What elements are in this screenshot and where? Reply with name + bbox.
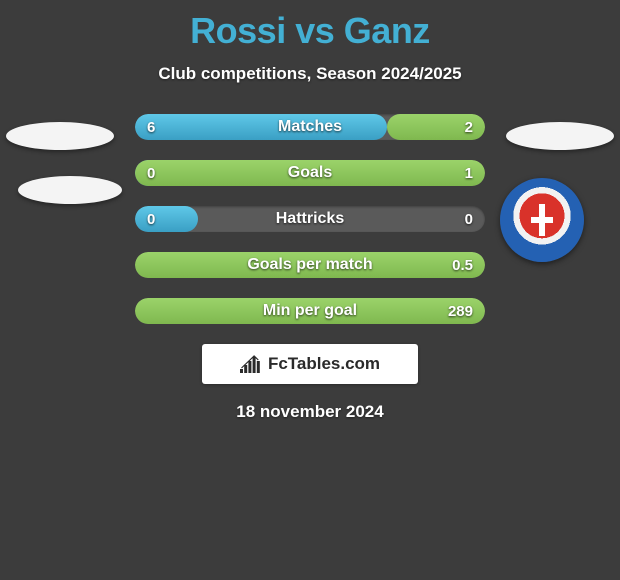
bar-row: 01Goals <box>135 160 485 186</box>
brand-text: FcTables.com <box>268 354 380 374</box>
bar-label: Goals <box>135 160 485 186</box>
player2-name: Ganz <box>344 10 430 51</box>
player2-avatar-placeholder <box>506 122 614 150</box>
bar-row: 62Matches <box>135 114 485 140</box>
bar-row: 0.5Goals per match <box>135 252 485 278</box>
subtitle: Club competitions, Season 2024/2025 <box>0 64 620 84</box>
player1-name: Rossi <box>190 10 286 51</box>
bar-label: Min per goal <box>135 298 485 324</box>
bar-row: 00Hattricks <box>135 206 485 232</box>
player1-avatar-placeholder <box>6 122 114 150</box>
vs-text: vs <box>295 10 334 51</box>
comparison-chart: 62Matches 01Goals 00Hattricks 0.5Goals per … <box>135 114 485 324</box>
brand-box: FcTables.com <box>202 344 418 384</box>
bar-label: Goals per match <box>135 252 485 278</box>
date-text: 18 november 2024 <box>0 402 620 422</box>
player2-club-badge <box>500 178 584 262</box>
bar-row: 289Min per goal <box>135 298 485 324</box>
brand-chart-icon <box>240 355 264 373</box>
player1-club-placeholder <box>18 176 122 204</box>
bar-label: Matches <box>135 114 485 140</box>
bar-label: Hattricks <box>135 206 485 232</box>
page-title: Rossi vs Ganz <box>0 0 620 52</box>
